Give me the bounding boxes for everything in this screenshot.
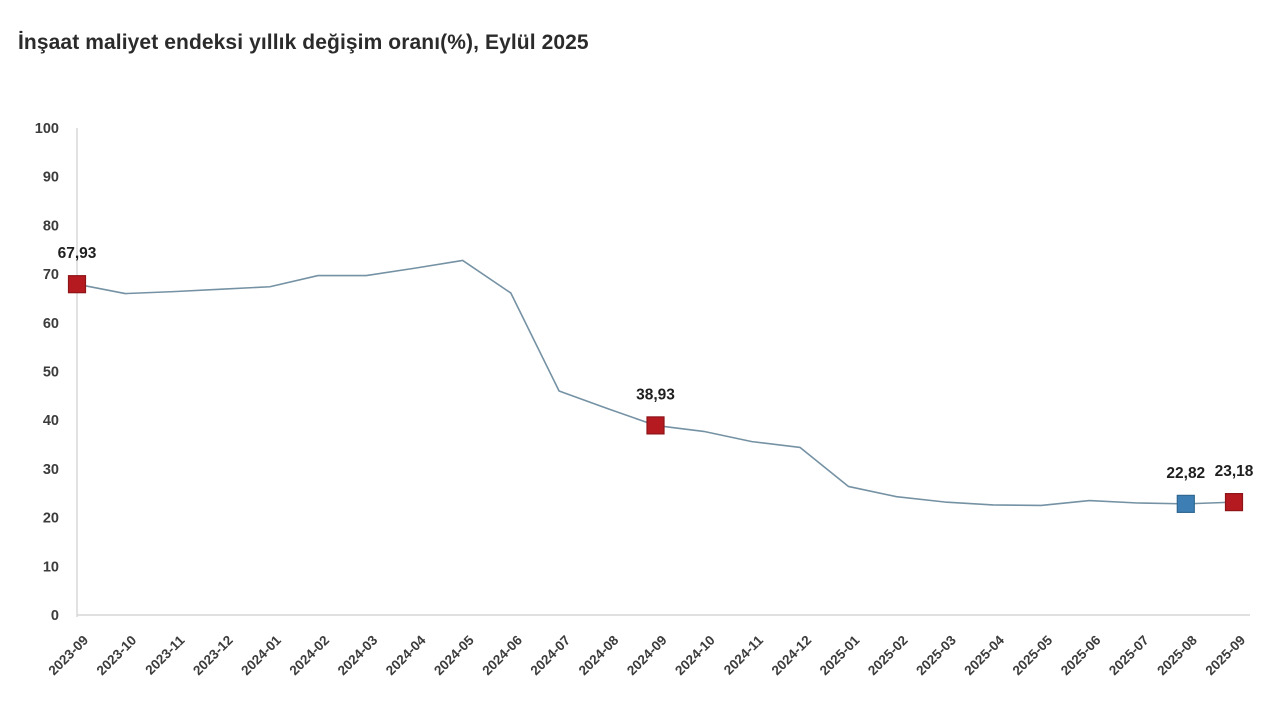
x-tick-label: 2024-06 [479, 632, 525, 678]
y-tick-label: 80 [43, 218, 59, 234]
x-tick-label: 2024-07 [528, 633, 574, 679]
y-tick-label: 70 [43, 267, 59, 283]
highlight-marker-2023-09 [67, 275, 87, 294]
chart-title: İnşaat maliyet endeksi yıllık değişim or… [18, 31, 589, 54]
x-tick-label: 2024-05 [431, 632, 477, 678]
x-tick-label: 2025-07 [1106, 633, 1152, 679]
trend-line [76, 259, 1235, 507]
x-tick-label: 2025-05 [1010, 632, 1056, 678]
highlight-marker-2024-09 [646, 416, 665, 435]
y-tick-label: 0 [51, 608, 59, 624]
highlight-marker-2025-08 [1176, 494, 1195, 513]
y-tick-label: 20 [43, 511, 59, 527]
x-tick-label: 2024-03 [335, 632, 381, 678]
y-tick-label: 90 [43, 170, 59, 186]
point-label-2025-08: 22,82 [1166, 465, 1205, 482]
x-tick-label: 2024-01 [238, 632, 284, 678]
x-tick-label: 2024-10 [672, 633, 718, 679]
x-tick-label: 2025-02 [865, 633, 911, 679]
y-tick-label: 60 [43, 316, 59, 332]
x-tick-label: 2025-01 [817, 632, 863, 678]
y-tick-label: 40 [43, 413, 59, 429]
x-tick-label: 2023-12 [190, 633, 236, 679]
point-label-2025-09: 23,18 [1215, 463, 1254, 480]
point-label-2024-09: 38,93 [636, 386, 675, 403]
x-tick-label: 2024-02 [287, 633, 333, 679]
x-tick-label: 2025-06 [1058, 632, 1104, 678]
x-tick-label: 2025-03 [913, 632, 959, 678]
y-tick-label: 10 [43, 559, 59, 575]
x-tick-label: 2025-09 [1202, 633, 1248, 679]
x-tick-label: 2024-09 [624, 633, 670, 679]
x-tick-label: 2024-11 [721, 632, 766, 677]
y-tick-label: 100 [35, 121, 59, 137]
x-tick-label: 2024-12 [769, 633, 815, 679]
x-tick-label: 2025-04 [961, 632, 1007, 678]
y-tick-label: 50 [43, 365, 59, 381]
highlight-marker-2025-09 [1224, 493, 1244, 512]
point-label-2023-09: 67,93 [58, 245, 97, 262]
x-tick-label: 2023-10 [94, 633, 140, 679]
y-tick-label: 30 [43, 462, 59, 478]
x-tick-label: 2023-09 [45, 633, 91, 679]
x-tick-label: 2024-08 [576, 632, 622, 678]
x-tick-label: 2024-04 [383, 632, 429, 678]
x-tick-label: 2025-08 [1154, 632, 1200, 678]
x-tick-label: 2023-11 [142, 632, 187, 677]
